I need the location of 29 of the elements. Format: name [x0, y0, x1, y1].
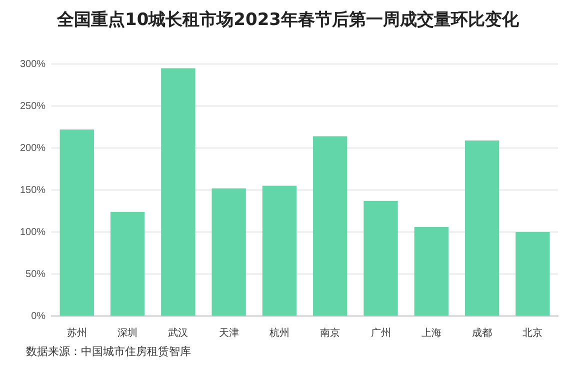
- y-tick-label: 150%: [20, 184, 46, 196]
- x-tick-label: 天津: [218, 326, 239, 339]
- x-tick-label: 深圳: [118, 326, 138, 339]
- source-note: 数据来源：中国城市住房租赁智库: [26, 344, 191, 359]
- x-tick-label: 上海: [421, 326, 442, 339]
- bar: [161, 68, 196, 316]
- y-tick-label: 100%: [20, 226, 46, 238]
- x-tick-label: 苏州: [66, 326, 87, 339]
- y-tick-label: 50%: [26, 268, 46, 280]
- bar: [262, 186, 297, 316]
- bar: [414, 226, 448, 316]
- bar: [60, 130, 94, 316]
- bar: [516, 232, 550, 316]
- bar: [464, 140, 500, 316]
- y-tick-label: 200%: [20, 142, 46, 154]
- bar: [212, 188, 246, 316]
- x-tick-label: 广州: [370, 326, 391, 339]
- chart-title: 全国重点10城长租市场2023年春节后第一周成交量环比变化: [56, 9, 520, 31]
- bar: [313, 136, 348, 316]
- x-tick-label: 成都: [472, 326, 492, 339]
- bar: [110, 212, 145, 316]
- y-tick-label: 0%: [31, 310, 46, 322]
- y-tick-label: 250%: [20, 100, 46, 112]
- x-tick-label: 武汉: [168, 326, 188, 339]
- x-tick-label: 南京: [320, 326, 340, 339]
- x-tick-label: 杭州: [268, 326, 290, 339]
- bar: [364, 200, 398, 316]
- x-tick-label: 北京: [522, 326, 543, 339]
- y-tick-label: 300%: [20, 58, 46, 70]
